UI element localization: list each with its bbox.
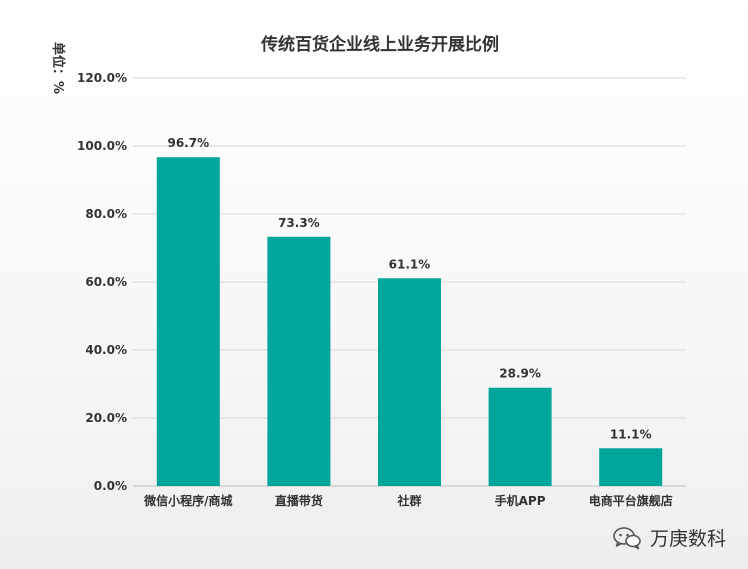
data-label: 28.9% [499,367,541,381]
category-label: 微信小程序/商城 [143,493,232,508]
category-label: 社群 [396,493,421,508]
x-axis-categories: 微信小程序/商城 直播带货 社群 手机APP 电商平台旗舰店 [143,493,673,508]
category-label: 电商平台旗舰店 [589,493,673,508]
y-tick-label: 40.0% [85,343,127,357]
y-tick-label: 100.0% [77,139,127,153]
watermark-text: 万庚数科 [649,528,726,550]
y-axis-ticks: 0.0% 20.0% 40.0% 60.0% 80.0% 100.0% 120.0% [77,71,127,493]
category-label: 手机APP [495,493,546,508]
data-label: 73.3% [278,216,320,230]
bar [156,157,220,486]
data-label: 96.7% [167,136,209,150]
bar [488,387,552,486]
y-tick-label: 80.0% [85,207,127,221]
y-tick-label: 60.0% [85,275,127,289]
bars [156,157,663,486]
bar [599,448,663,486]
y-tick-label: 0.0% [94,479,127,493]
chart-title: 传统百货企业线上业务开展比例 [260,34,499,55]
wechat-icon [613,526,641,549]
watermark: 万庚数科 [612,524,726,551]
y-tick-label: 120.0% [77,71,127,85]
data-label: 11.1% [610,427,652,441]
category-label: 直播带货 [275,493,323,508]
y-axis-label: 单位：% [50,42,66,94]
bar [267,236,331,486]
bar [378,278,441,486]
y-tick-label: 20.0% [85,411,127,425]
data-label: 61.1% [389,257,431,271]
data-labels: 96.7% 73.3% 61.1% 28.9% 11.1% [167,136,651,441]
